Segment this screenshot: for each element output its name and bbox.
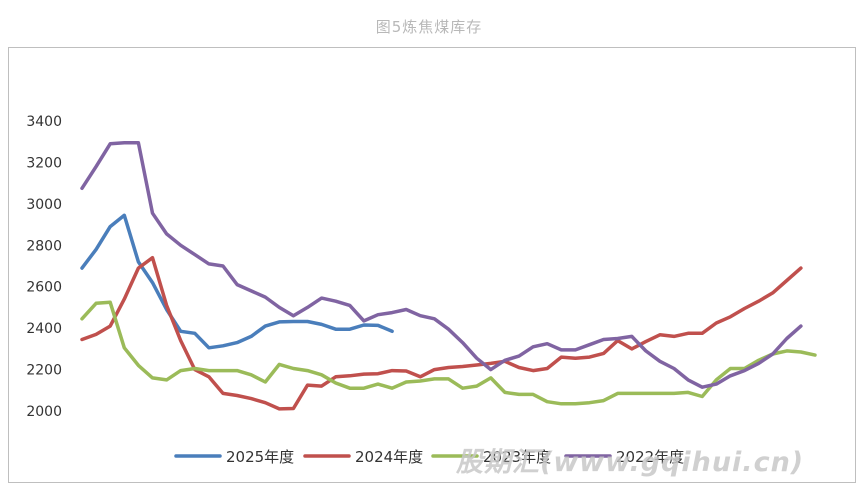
y-tick-label: 3000	[26, 197, 62, 213]
legend-label-3: 2022年度	[616, 448, 684, 466]
y-tick-label: 3200	[26, 155, 62, 171]
series-lines	[80, 141, 817, 411]
series-line-0	[80, 213, 394, 350]
legend-label-0: 2025年度	[226, 448, 294, 466]
legend-label-1: 2024年度	[355, 448, 423, 466]
y-tick-label: 2000	[26, 404, 62, 420]
y-tick-label: 3400	[26, 114, 62, 130]
y-tick-label: 2600	[26, 280, 62, 296]
chart-frame	[8, 47, 856, 483]
series-line-3	[80, 141, 803, 389]
watermark: 股期汇(www.gqihui.cn)	[456, 447, 805, 478]
chart-title: 图5炼焦煤库存	[375, 18, 483, 36]
y-axis-ticks: 2000 2200 2400 2600 2800 3000 3200 3400	[26, 114, 62, 420]
y-tick-label: 2400	[26, 321, 62, 337]
y-tick-label: 2200	[26, 363, 62, 379]
legend: 2025年度 2024年度 2023年度 2022年度	[174, 448, 684, 466]
y-tick-label: 2800	[26, 238, 62, 254]
series-line-1	[80, 255, 803, 411]
series-line-2	[80, 300, 817, 406]
legend-label-2: 2023年度	[483, 448, 551, 466]
